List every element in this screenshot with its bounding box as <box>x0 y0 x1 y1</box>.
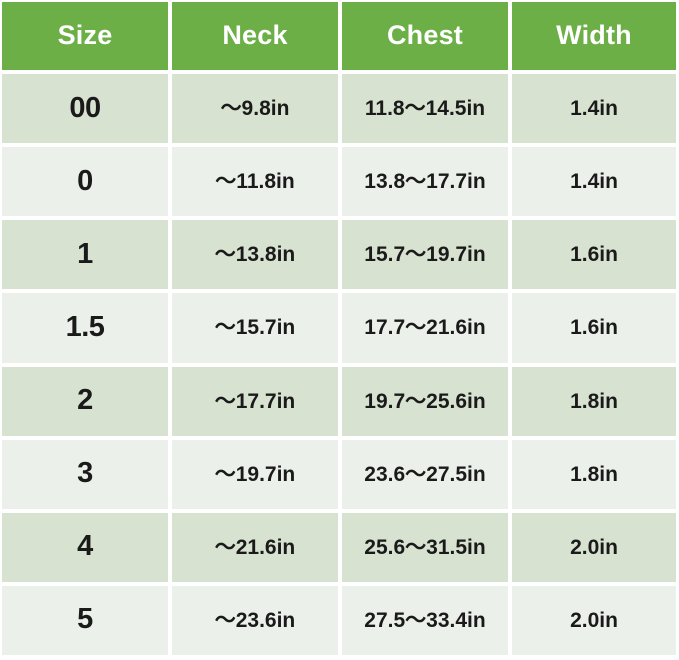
cell-width: 1.4in <box>512 147 676 217</box>
column-header-width: Width <box>512 2 676 70</box>
cell-width: 2.0in <box>512 585 676 655</box>
table-row: 2 ～17.7in 19.7～25.6in 1.8in <box>2 366 676 436</box>
cell-width: 1.8in <box>512 366 676 436</box>
cell-neck: ～17.7in <box>172 366 338 436</box>
cell-size: 1 <box>2 220 168 290</box>
table-row: 00 ～9.8in 11.8～14.5in 1.4in <box>2 74 676 144</box>
table-row: 5 ～23.6in 27.5～33.4in 2.0in <box>2 585 676 655</box>
cell-neck: ～23.6in <box>172 585 338 655</box>
cell-width: 1.6in <box>512 220 676 290</box>
column-header-neck: Neck <box>172 2 338 70</box>
cell-chest: 27.5～33.4in <box>342 585 508 655</box>
cell-size: 2 <box>2 366 168 436</box>
table-row: 0 ～11.8in 13.8～17.7in 1.4in <box>2 147 676 217</box>
cell-size: 1.5 <box>2 293 168 363</box>
cell-size: 4 <box>2 512 168 582</box>
cell-width: 1.8in <box>512 439 676 509</box>
cell-neck: ～19.7in <box>172 439 338 509</box>
cell-chest: 15.7～19.7in <box>342 220 508 290</box>
table-row: 1.5 ～15.7in 17.7～21.6in 1.6in <box>2 293 676 363</box>
cell-chest: 19.7～25.6in <box>342 366 508 436</box>
table-row: 3 ～19.7in 23.6～27.5in 1.8in <box>2 439 676 509</box>
cell-neck: ～13.8in <box>172 220 338 290</box>
table-header-row: Size Neck Chest Width <box>2 2 676 70</box>
column-header-chest: Chest <box>342 2 508 70</box>
cell-chest: 11.8～14.5in <box>342 74 508 144</box>
table-row: 4 ～21.6in 25.6～31.5in 2.0in <box>2 512 676 582</box>
cell-neck: ～15.7in <box>172 293 338 363</box>
cell-neck: ～11.8in <box>172 147 338 217</box>
cell-size: 5 <box>2 585 168 655</box>
table-row: 1 ～13.8in 15.7～19.7in 1.6in <box>2 220 676 290</box>
cell-chest: 17.7～21.6in <box>342 293 508 363</box>
cell-neck: ～21.6in <box>172 512 338 582</box>
cell-size: 0 <box>2 147 168 217</box>
cell-size: 3 <box>2 439 168 509</box>
cell-size: 00 <box>2 74 168 144</box>
cell-chest: 13.8～17.7in <box>342 147 508 217</box>
column-header-size: Size <box>2 2 168 70</box>
cell-width: 2.0in <box>512 512 676 582</box>
cell-width: 1.4in <box>512 74 676 144</box>
cell-chest: 25.6～31.5in <box>342 512 508 582</box>
cell-neck: ～9.8in <box>172 74 338 144</box>
table-body: 00 ～9.8in 11.8～14.5in 1.4in 0 ～11.8in 13.8～17.… <box>2 74 676 655</box>
cell-width: 1.6in <box>512 293 676 363</box>
cell-chest: 23.6～27.5in <box>342 439 508 509</box>
